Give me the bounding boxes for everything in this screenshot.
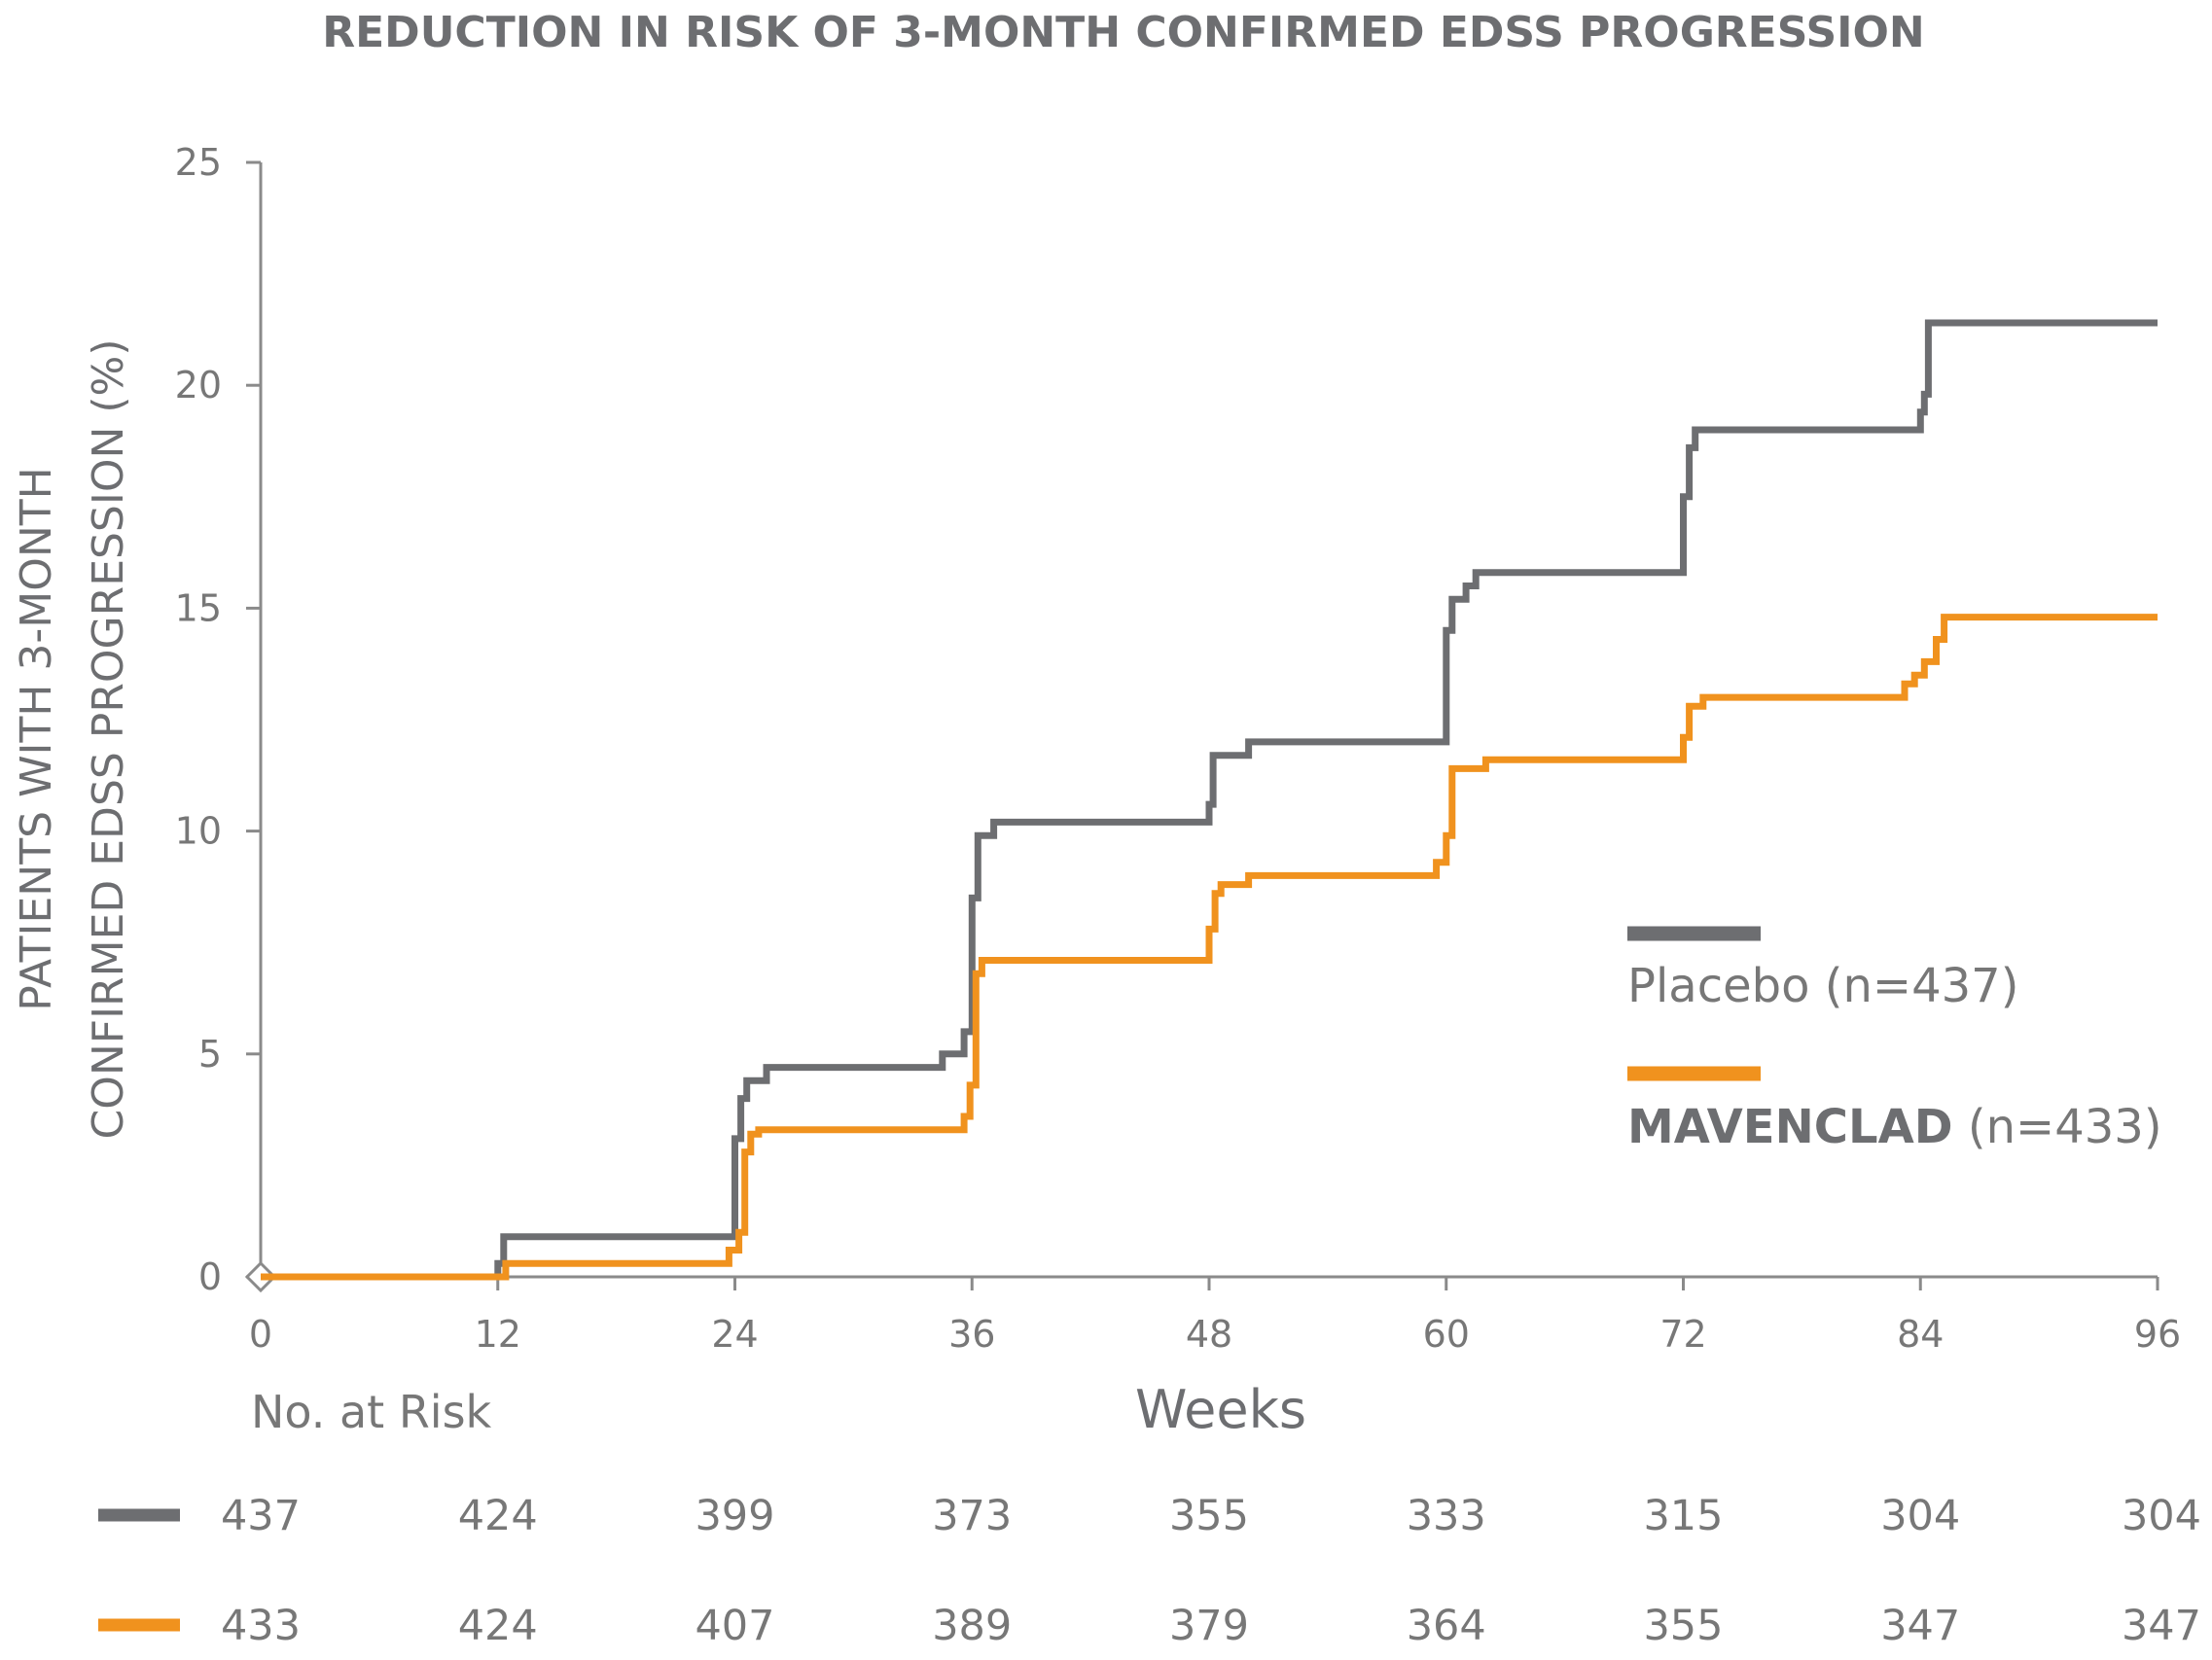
- x-tick-label: 48: [1186, 1313, 1232, 1356]
- risk-value: 373: [932, 1492, 1012, 1540]
- risk-value: 304: [2122, 1492, 2201, 1540]
- x-tick-label: 84: [1897, 1313, 1944, 1356]
- risk-value: 389: [932, 1602, 1012, 1650]
- x-tick-label: 96: [2134, 1313, 2181, 1356]
- legend-label-mavenclad: MAVENCLAD (n=433): [1627, 1100, 2162, 1154]
- y-tick-label: 0: [198, 1255, 222, 1298]
- axes: 0 5 10 15 20 25 0 12 24 36 48 60 72 84 96: [175, 141, 2182, 1356]
- risk-value: 347: [2122, 1602, 2201, 1650]
- risk-value: 364: [1407, 1602, 1486, 1650]
- legend-label-placebo: Placebo (n=437): [1627, 959, 2018, 1013]
- legend: Placebo (n=437) MAVENCLAD (n=433): [1627, 926, 2162, 1154]
- x-tick-label: 12: [475, 1313, 521, 1356]
- risk-value: 347: [1880, 1602, 1960, 1650]
- risk-value: 355: [1169, 1492, 1249, 1540]
- legend-mavenclad-n: (n=433): [1953, 1100, 2162, 1154]
- risk-value: 399: [695, 1492, 774, 1540]
- legend-placebo-n: (n=437): [1809, 959, 2018, 1013]
- risk-value: 315: [1643, 1492, 1723, 1540]
- y-tick-label: 25: [175, 141, 222, 184]
- risk-value: 433: [221, 1602, 301, 1650]
- y-tick-label: 20: [175, 364, 222, 406]
- x-tick-label: 60: [1423, 1313, 1470, 1356]
- y-axis-label-line1: PATIENTS WITH 3-MONTH: [12, 467, 61, 1011]
- x-tick-label: 36: [948, 1313, 995, 1356]
- risk-value: 424: [458, 1492, 538, 1540]
- risk-value: 355: [1643, 1602, 1723, 1650]
- risk-value: 304: [1880, 1492, 1960, 1540]
- series-line-placebo: [261, 319, 2158, 1281]
- legend-placebo-name: Placebo: [1627, 959, 1809, 1013]
- chart-title: REDUCTION IN RISK OF 3-MONTH CONFIRMED E…: [322, 8, 1925, 57]
- risk-value: 379: [1169, 1602, 1249, 1650]
- risk-value: 424: [458, 1602, 538, 1650]
- x-tick-label: 24: [711, 1313, 758, 1356]
- x-tick-label: 72: [1659, 1313, 1706, 1356]
- number-at-risk-label: No. at Risk: [251, 1386, 492, 1438]
- legend-mavenclad-name: MAVENCLAD: [1627, 1100, 1953, 1154]
- y-tick-label: 5: [198, 1033, 222, 1076]
- series-line-mavenclad: [261, 614, 2158, 1281]
- x-axis-label: Weeks: [1135, 1379, 1306, 1440]
- risk-value: 333: [1407, 1492, 1486, 1540]
- series-layer: [261, 319, 2158, 1281]
- y-tick-label: 15: [175, 586, 222, 629]
- x-tick-label: 0: [249, 1313, 272, 1356]
- y-tick-label: 10: [175, 810, 222, 853]
- risk-value: 437: [221, 1492, 301, 1540]
- number-at-risk-table: 437 424 399 373 355 333 315 304 304 433 424 407 389 3…: [98, 1492, 2201, 1650]
- y-axis-label-line2: CONFIRMED EDSS PROGRESSION (%): [84, 338, 133, 1139]
- risk-value: 407: [695, 1602, 774, 1650]
